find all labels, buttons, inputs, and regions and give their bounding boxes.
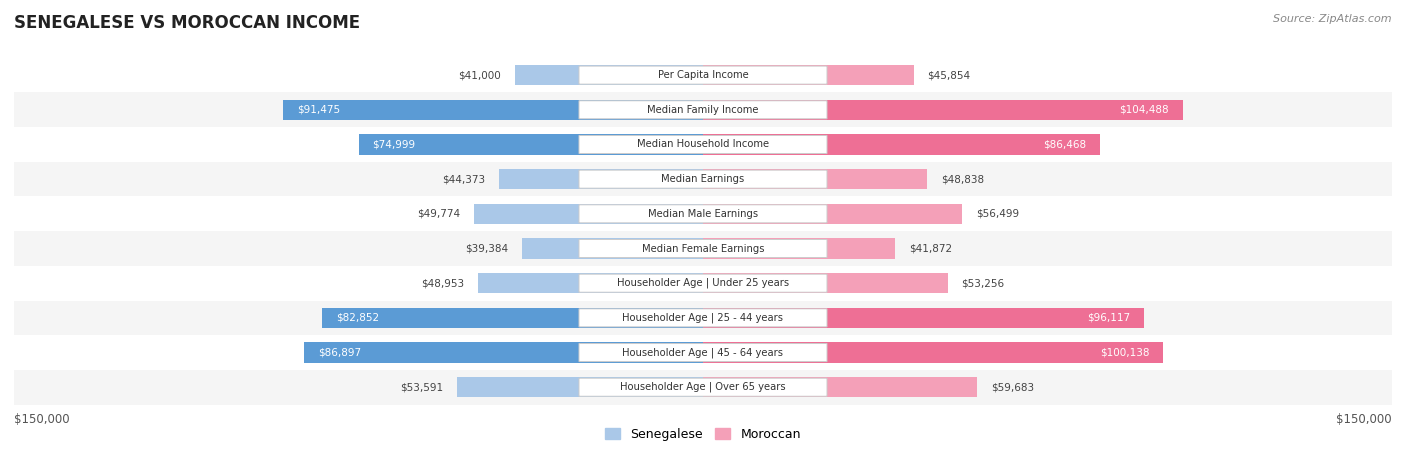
Text: $53,591: $53,591 — [399, 382, 443, 392]
Text: $100,138: $100,138 — [1099, 347, 1149, 358]
Text: $104,488: $104,488 — [1119, 105, 1170, 115]
Text: Median Household Income: Median Household Income — [637, 140, 769, 149]
Text: $86,897: $86,897 — [318, 347, 361, 358]
Bar — [703, 377, 977, 397]
Text: $74,999: $74,999 — [373, 140, 415, 149]
Bar — [14, 92, 1392, 127]
FancyBboxPatch shape — [579, 170, 827, 188]
Bar — [703, 342, 1163, 362]
Text: $41,872: $41,872 — [910, 243, 952, 254]
Bar — [522, 239, 703, 259]
FancyBboxPatch shape — [579, 101, 827, 119]
FancyBboxPatch shape — [579, 344, 827, 361]
Text: $45,854: $45,854 — [928, 70, 970, 80]
Text: $91,475: $91,475 — [297, 105, 340, 115]
Bar — [14, 301, 1392, 335]
Bar — [703, 169, 928, 189]
Text: Median Male Earnings: Median Male Earnings — [648, 209, 758, 219]
Text: Per Capita Income: Per Capita Income — [658, 70, 748, 80]
FancyBboxPatch shape — [579, 135, 827, 154]
Text: Householder Age | 25 - 44 years: Householder Age | 25 - 44 years — [623, 312, 783, 323]
Text: $150,000: $150,000 — [14, 413, 70, 426]
Bar — [703, 239, 896, 259]
Bar — [703, 204, 963, 224]
Bar — [474, 204, 703, 224]
Bar — [304, 342, 703, 362]
Text: $48,838: $48,838 — [941, 174, 984, 184]
Text: $86,468: $86,468 — [1043, 140, 1087, 149]
Bar — [499, 169, 703, 189]
Bar — [703, 308, 1144, 328]
Text: Source: ZipAtlas.com: Source: ZipAtlas.com — [1274, 14, 1392, 24]
Text: $59,683: $59,683 — [991, 382, 1033, 392]
Bar — [359, 134, 703, 155]
Bar — [14, 231, 1392, 266]
Bar — [703, 65, 914, 85]
Bar — [703, 100, 1182, 120]
FancyBboxPatch shape — [579, 309, 827, 327]
Text: $49,774: $49,774 — [418, 209, 461, 219]
Text: Median Family Income: Median Family Income — [647, 105, 759, 115]
Bar — [515, 65, 703, 85]
Text: $150,000: $150,000 — [1336, 413, 1392, 426]
Text: $96,117: $96,117 — [1088, 313, 1130, 323]
Bar — [14, 162, 1392, 197]
FancyBboxPatch shape — [579, 66, 827, 84]
Bar — [283, 100, 703, 120]
Text: $48,953: $48,953 — [422, 278, 464, 288]
Bar — [478, 273, 703, 293]
Text: $82,852: $82,852 — [336, 313, 380, 323]
Bar — [14, 370, 1392, 404]
Text: Householder Age | Over 65 years: Householder Age | Over 65 years — [620, 382, 786, 392]
Text: Median Female Earnings: Median Female Earnings — [641, 243, 765, 254]
Bar — [14, 127, 1392, 162]
Text: SENEGALESE VS MOROCCAN INCOME: SENEGALESE VS MOROCCAN INCOME — [14, 14, 360, 32]
FancyBboxPatch shape — [579, 274, 827, 292]
Bar — [14, 335, 1392, 370]
Bar — [457, 377, 703, 397]
Text: Householder Age | 45 - 64 years: Householder Age | 45 - 64 years — [623, 347, 783, 358]
Text: $53,256: $53,256 — [962, 278, 1004, 288]
Text: Median Earnings: Median Earnings — [661, 174, 745, 184]
FancyBboxPatch shape — [579, 240, 827, 257]
FancyBboxPatch shape — [579, 378, 827, 396]
Bar — [322, 308, 703, 328]
Text: $56,499: $56,499 — [976, 209, 1019, 219]
Text: $39,384: $39,384 — [465, 243, 509, 254]
Bar — [14, 197, 1392, 231]
Text: $44,373: $44,373 — [443, 174, 485, 184]
Legend: Senegalese, Moroccan: Senegalese, Moroccan — [600, 423, 806, 446]
Bar — [703, 273, 948, 293]
Bar — [14, 58, 1392, 92]
Bar — [703, 134, 1099, 155]
FancyBboxPatch shape — [579, 205, 827, 223]
Text: Householder Age | Under 25 years: Householder Age | Under 25 years — [617, 278, 789, 289]
Text: $41,000: $41,000 — [458, 70, 501, 80]
Bar — [14, 266, 1392, 301]
